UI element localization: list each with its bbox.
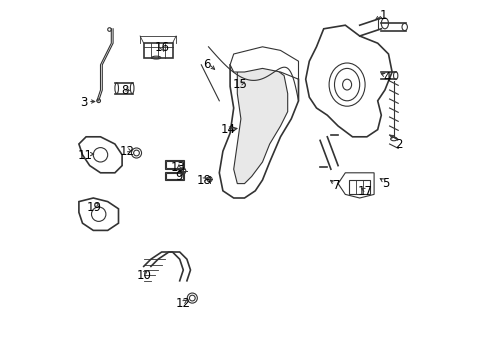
Text: 9: 9 xyxy=(175,170,183,183)
Text: 12: 12 xyxy=(176,297,190,310)
Polygon shape xyxy=(305,25,391,137)
Polygon shape xyxy=(230,47,298,79)
Text: 3: 3 xyxy=(81,96,88,109)
Text: 4: 4 xyxy=(382,71,389,84)
Text: 14: 14 xyxy=(221,123,235,136)
Text: 8: 8 xyxy=(121,84,128,96)
Polygon shape xyxy=(79,198,118,230)
Bar xyxy=(164,160,184,169)
Text: 15: 15 xyxy=(232,78,247,91)
Text: 5: 5 xyxy=(381,177,388,190)
Text: 19: 19 xyxy=(86,201,102,213)
Text: 13: 13 xyxy=(170,161,185,174)
Text: 1: 1 xyxy=(379,9,386,22)
Bar xyxy=(165,173,183,179)
Text: 17: 17 xyxy=(357,185,372,198)
Text: 7: 7 xyxy=(332,179,339,192)
Text: 12: 12 xyxy=(120,145,135,158)
Bar xyxy=(164,172,184,180)
Text: 10: 10 xyxy=(136,269,151,282)
Polygon shape xyxy=(348,180,370,194)
Text: 11: 11 xyxy=(78,149,93,162)
Text: 6: 6 xyxy=(203,58,210,71)
Text: 16: 16 xyxy=(154,41,169,54)
Polygon shape xyxy=(143,43,172,58)
Polygon shape xyxy=(79,137,122,173)
Bar xyxy=(165,161,183,168)
Polygon shape xyxy=(233,65,287,184)
Text: 2: 2 xyxy=(395,138,402,150)
Polygon shape xyxy=(337,173,373,198)
Polygon shape xyxy=(219,54,298,198)
Text: 18: 18 xyxy=(196,174,211,186)
